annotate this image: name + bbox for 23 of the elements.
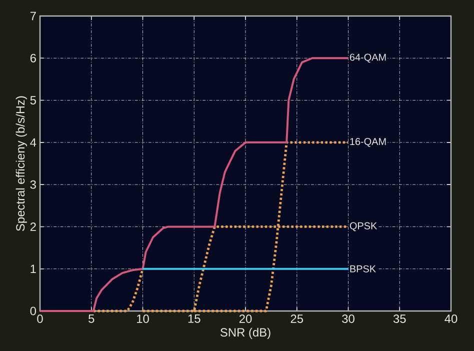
x-tick-label: 10 <box>137 314 149 323</box>
x-tick-label: 30 <box>342 314 354 323</box>
series-label: 64-QAM <box>350 54 386 63</box>
x-tick-label: 15 <box>188 314 200 323</box>
x-tick-label: 20 <box>239 314 252 323</box>
x-tick-label: 25 <box>290 314 304 323</box>
y-tick-label: 0 <box>30 306 36 316</box>
y-tick-label: 3 <box>30 180 36 189</box>
x-tick-label: 35 <box>393 314 406 323</box>
y-axis-title: Spectral efficieny (b/s/Hz) <box>16 96 27 231</box>
x-axis-title: SNR (dB) <box>220 328 270 339</box>
x-tick-label: 5 <box>88 314 94 323</box>
y-tick-label: 6 <box>30 54 36 62</box>
y-tick-label: 7 <box>30 12 36 20</box>
y-tick-label: 2 <box>30 222 36 231</box>
y-tick-label: 5 <box>30 96 36 104</box>
series-label: QPSK <box>350 222 378 232</box>
y-tick-label: 4 <box>30 138 36 147</box>
y-tick-label: 1 <box>30 264 36 273</box>
x-tick-label: 0 <box>37 314 43 323</box>
x-tick-label: 40 <box>444 314 458 323</box>
series-label: 16-QAM <box>350 138 386 147</box>
series-label: BPSK <box>350 265 376 272</box>
